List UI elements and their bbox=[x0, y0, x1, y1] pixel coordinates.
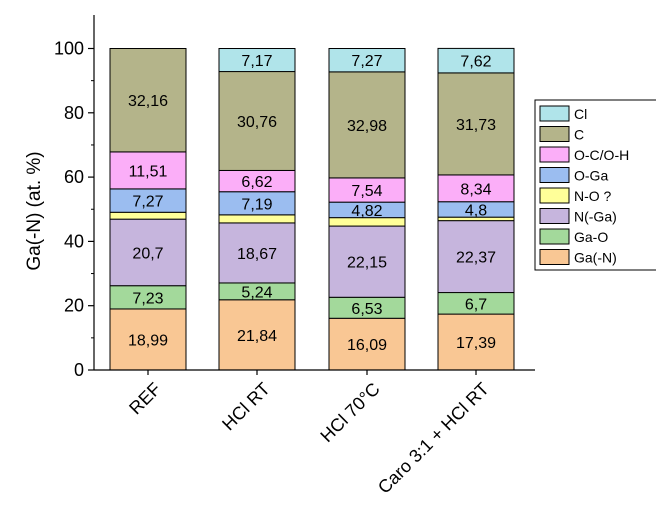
legend-swatch-n-o bbox=[539, 187, 570, 204]
bar-segment-ga-n-hcl-rt bbox=[218, 299, 296, 371]
bar-segment-cl-hcl-70-c bbox=[328, 48, 406, 73]
data-label: 32,16 bbox=[128, 93, 168, 110]
plot-area: 18,99 7,23 20,7 7,27 11,51 32,16 21,84 5,24 18,6… bbox=[109, 47, 515, 371]
legend-item-ga-o: Ga-O bbox=[574, 229, 608, 245]
legend-swatch-n-ga bbox=[539, 208, 570, 224]
bar-segment-n-ga-hcl-rt bbox=[218, 222, 296, 284]
data-label: 16,09 bbox=[347, 337, 387, 354]
bar-segment-c-hcl-70-c bbox=[328, 71, 406, 179]
legend-item-ga-n: Ga(-N) bbox=[574, 250, 617, 266]
legend-swatch-o-c-o-h bbox=[539, 146, 570, 163]
data-label: 6,7 bbox=[465, 296, 487, 313]
data-label: 7,23 bbox=[132, 290, 163, 307]
legend-item-cl: Cl bbox=[574, 106, 587, 122]
x-tick-label-caro-3-1-hcl-rt: Caro 3:1 + HCl RT bbox=[374, 379, 493, 498]
data-label: 18,99 bbox=[128, 332, 168, 349]
bar-segment-cl-caro-3-1-hcl-rt bbox=[437, 47, 515, 74]
data-label: 22,37 bbox=[456, 250, 496, 267]
bar-segment-c-ref bbox=[109, 48, 187, 153]
data-label: 30,76 bbox=[237, 114, 277, 131]
legend-item-o-c-o-h: O-C/O-H bbox=[574, 147, 629, 163]
legend-swatch-ga-o bbox=[539, 228, 570, 245]
data-label: 7,62 bbox=[460, 54, 491, 71]
legend-swatch-cl bbox=[539, 105, 570, 122]
y-axis-label: Ga(-N) (at. %) bbox=[24, 151, 45, 270]
legend-swatch-o-ga bbox=[539, 167, 570, 183]
data-label: 7,17 bbox=[241, 53, 272, 70]
bar-segment-cl-hcl-rt bbox=[218, 48, 296, 73]
legend-swatch-ga-n bbox=[539, 249, 570, 265]
data-label: 4,82 bbox=[351, 203, 382, 220]
data-label: 7,19 bbox=[241, 196, 272, 213]
data-label: 7,27 bbox=[351, 53, 382, 70]
data-label: 11,51 bbox=[129, 163, 168, 180]
data-label: 7,54 bbox=[351, 183, 382, 200]
bar-segment-n-ga-hcl-70-c bbox=[328, 225, 406, 298]
y-tick-label: 60 bbox=[64, 167, 84, 187]
data-label: 22,15 bbox=[347, 255, 387, 272]
x-tick-label-ref: REF bbox=[125, 379, 165, 419]
legend-item-n-ga: N(-Ga) bbox=[574, 209, 617, 225]
bar-segment-ga-n-hcl-70-c bbox=[328, 317, 406, 371]
data-label: 7,27 bbox=[132, 194, 163, 211]
legend-item-o-ga: O-Ga bbox=[574, 168, 608, 184]
bar-segment-n-o-hcl-rt bbox=[218, 214, 296, 224]
bar-segment-o-c-o-h-hcl-70-c bbox=[328, 177, 406, 203]
y-tick-label: 0 bbox=[74, 360, 84, 380]
bar-segment-n-o-ref bbox=[109, 211, 187, 220]
bar-segment-o-c-o-h-caro-3-1-hcl-rt bbox=[437, 174, 515, 203]
data-label: 32,98 bbox=[347, 118, 387, 135]
data-label: 6,53 bbox=[351, 301, 382, 318]
data-label: 21,84 bbox=[237, 328, 277, 345]
bar-segment-o-c-o-h-ref bbox=[109, 151, 187, 190]
data-label: 8,34 bbox=[460, 181, 491, 198]
data-label: 20,7 bbox=[132, 245, 163, 262]
legend-swatch-c bbox=[539, 126, 570, 142]
bar-segment-c-caro-3-1-hcl-rt bbox=[437, 72, 515, 176]
data-label: 6,62 bbox=[241, 174, 272, 191]
legend: Cl C O-C/O-H O-Ga N-O ? N(-Ga) Ga-O Ga(-N) bbox=[534, 99, 656, 271]
x-tick-label-hcl-rt: HCl RT bbox=[218, 379, 274, 435]
bar-segment-ga-n-caro-3-1-hcl-rt bbox=[437, 313, 515, 371]
data-label: 31,73 bbox=[456, 117, 496, 134]
legend-item-n-o: N-O ? bbox=[574, 188, 612, 204]
data-label: 17,39 bbox=[456, 335, 496, 352]
y-axis: 0 20 40 60 80 100 bbox=[54, 15, 95, 380]
data-label: 5,24 bbox=[241, 284, 272, 301]
y-tick-label: 40 bbox=[64, 231, 84, 251]
y-tick-label: 100 bbox=[54, 39, 84, 59]
data-label: 18,67 bbox=[237, 246, 277, 263]
x-tick-label-hcl-70-c: HCl 70°C bbox=[316, 379, 383, 446]
y-tick-label: 20 bbox=[64, 296, 84, 316]
y-tick-label: 80 bbox=[64, 103, 84, 123]
legend-item-c: C bbox=[574, 127, 584, 143]
data-label: 4,8 bbox=[465, 202, 487, 219]
bar-segment-ga-n-ref bbox=[109, 308, 187, 371]
